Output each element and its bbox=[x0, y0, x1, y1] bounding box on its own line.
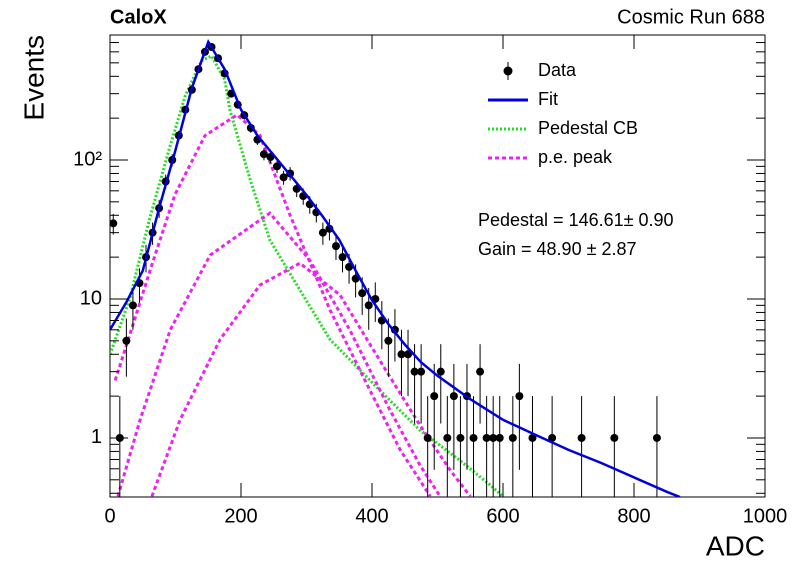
data-point bbox=[436, 367, 445, 376]
data-point bbox=[508, 433, 517, 442]
data-point bbox=[331, 242, 340, 251]
data-point bbox=[577, 433, 586, 442]
data-point bbox=[476, 367, 485, 376]
data-point bbox=[528, 433, 537, 442]
chart-title: CaloX bbox=[110, 6, 167, 28]
data-point bbox=[273, 162, 282, 171]
legend-label: Pedestal CB bbox=[538, 118, 638, 138]
curve bbox=[110, 54, 504, 497]
chart-subtitle: Cosmic Run 688 bbox=[617, 6, 765, 28]
y-axis-label: Events bbox=[18, 35, 49, 121]
data-point bbox=[443, 433, 452, 442]
data-point bbox=[410, 367, 419, 376]
curve bbox=[150, 261, 472, 497]
annotation: Gain = 48.90 ± 2.87 bbox=[478, 239, 637, 259]
data-point bbox=[122, 336, 131, 345]
data-point bbox=[548, 433, 557, 442]
y-tick-label: 10 bbox=[80, 287, 102, 309]
data-point bbox=[423, 433, 432, 442]
data-point bbox=[456, 433, 465, 442]
data-point bbox=[279, 173, 288, 182]
legend-label: Data bbox=[538, 60, 577, 80]
data-point bbox=[110, 219, 118, 228]
plot-frame bbox=[109, 34, 766, 498]
curve bbox=[113, 113, 432, 497]
plot-area bbox=[110, 38, 681, 497]
curve bbox=[110, 38, 681, 497]
data-point bbox=[318, 228, 327, 237]
data-point bbox=[495, 433, 504, 442]
x-tick-label: 600 bbox=[486, 505, 519, 527]
x-tick-label: 1000 bbox=[743, 505, 788, 527]
data-point bbox=[364, 301, 373, 310]
data-point bbox=[652, 433, 661, 442]
data-point bbox=[259, 150, 268, 159]
annotation: Pedestal = 146.61± 0.90 bbox=[478, 210, 674, 230]
y-tick-label: 1 bbox=[91, 426, 102, 448]
data-point bbox=[397, 350, 406, 359]
x-axis-label: ADC bbox=[706, 530, 765, 561]
x-tick-label: 800 bbox=[617, 505, 650, 527]
data-point bbox=[515, 392, 524, 401]
data-point bbox=[338, 253, 347, 262]
data-point bbox=[489, 433, 498, 442]
legend-label: p.e. peak bbox=[538, 147, 613, 167]
data-point bbox=[610, 433, 619, 442]
legend-label: Fit bbox=[538, 89, 558, 109]
data-point bbox=[128, 301, 137, 310]
x-tick-label: 400 bbox=[355, 505, 388, 527]
data-point bbox=[384, 336, 393, 345]
curve bbox=[116, 211, 442, 497]
x-tick-label: 200 bbox=[224, 505, 257, 527]
x-tick-label: 0 bbox=[104, 505, 115, 527]
data-point bbox=[482, 433, 491, 442]
data-point bbox=[430, 392, 439, 401]
data-point bbox=[358, 289, 367, 298]
y-tick-label: 10² bbox=[73, 148, 102, 170]
legend-symbol bbox=[503, 66, 513, 76]
data-point bbox=[417, 367, 426, 376]
data-point bbox=[404, 350, 413, 359]
data-point bbox=[449, 392, 458, 401]
data-point bbox=[469, 433, 478, 442]
data-point bbox=[345, 262, 354, 271]
